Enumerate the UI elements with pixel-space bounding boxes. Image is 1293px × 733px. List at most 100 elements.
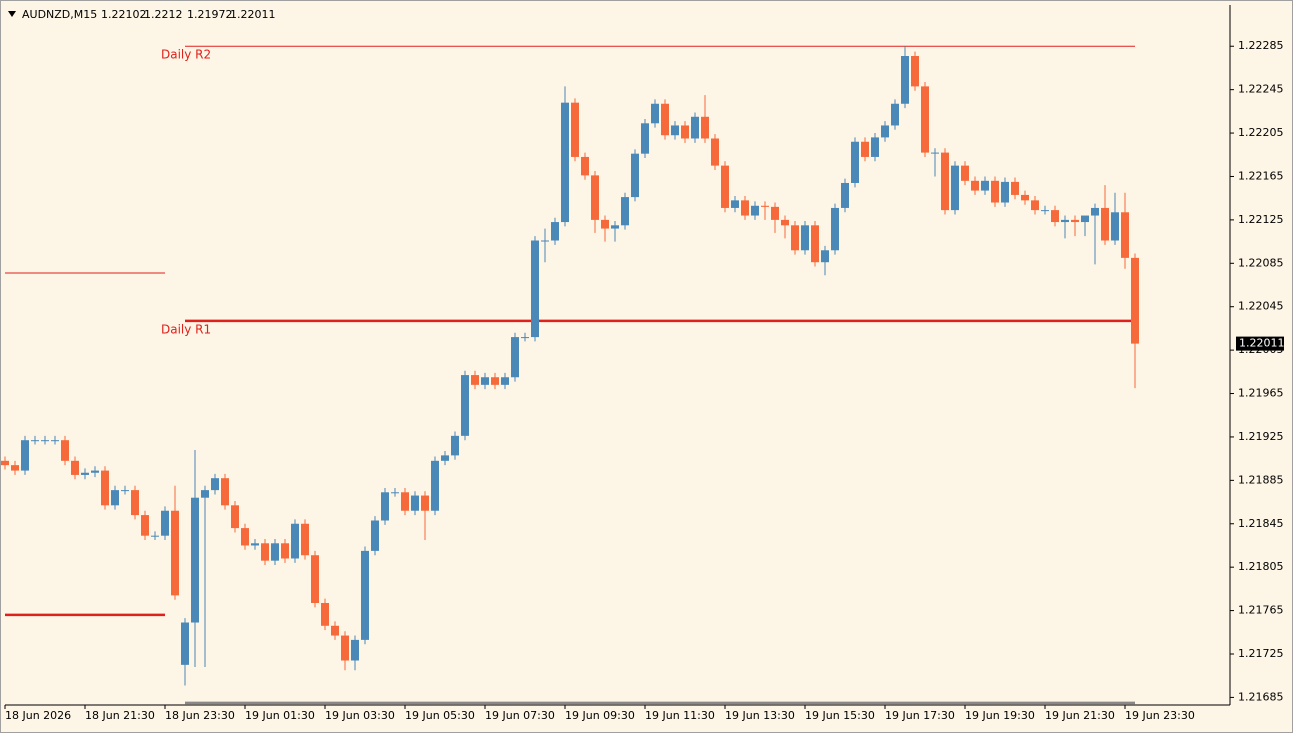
open-readout: 1.22102 bbox=[101, 8, 147, 21]
candle-body bbox=[331, 625, 339, 636]
candle-body bbox=[1011, 181, 1019, 195]
candle-body bbox=[521, 337, 529, 339]
y-tick-label: 1.22045 bbox=[1238, 300, 1284, 313]
y-tick-label: 1.21805 bbox=[1238, 560, 1284, 573]
candle-body bbox=[21, 440, 29, 471]
y-tick-label: 1.21965 bbox=[1238, 387, 1284, 400]
candle-body bbox=[221, 478, 229, 506]
candle-body bbox=[401, 492, 409, 511]
candle-body bbox=[691, 116, 699, 139]
candle-body bbox=[1101, 207, 1109, 241]
candle-body bbox=[91, 470, 99, 473]
candle-body bbox=[871, 137, 879, 157]
x-tick-label: 19 Jun 11:30 bbox=[645, 709, 715, 722]
x-tick-label: 19 Jun 21:30 bbox=[1045, 709, 1115, 722]
candle-body bbox=[911, 56, 919, 87]
candle-body bbox=[241, 528, 249, 546]
x-tick-label: 18 Jun 2026 bbox=[5, 709, 71, 722]
candle-body bbox=[721, 165, 729, 208]
candle-body bbox=[571, 102, 579, 157]
candle-body bbox=[341, 635, 349, 661]
candle-body bbox=[1051, 210, 1059, 223]
candle-body bbox=[961, 165, 969, 181]
candle-body bbox=[551, 222, 559, 241]
symbol: AUDNZD,M15 bbox=[22, 8, 97, 21]
y-tick-label: 1.22285 bbox=[1238, 39, 1284, 52]
candle-body bbox=[1001, 181, 1009, 203]
candle-body bbox=[831, 207, 839, 251]
candle-body bbox=[121, 490, 129, 492]
candle-body bbox=[361, 550, 369, 640]
candle-body bbox=[861, 141, 869, 157]
y-tick-label: 1.21925 bbox=[1238, 430, 1284, 443]
candle-body bbox=[1071, 219, 1079, 223]
candle-body bbox=[321, 602, 329, 626]
candle-body bbox=[1021, 194, 1029, 201]
x-tick-label: 19 Jun 19:30 bbox=[965, 709, 1035, 722]
candle-body bbox=[611, 225, 619, 229]
x-tick-label: 19 Jun 23:30 bbox=[1125, 709, 1195, 722]
candle-body bbox=[671, 125, 679, 136]
candle-body bbox=[751, 205, 759, 216]
candle-body bbox=[0, 460, 9, 466]
x-tick-label: 19 Jun 01:30 bbox=[245, 709, 315, 722]
candle-body bbox=[801, 225, 809, 251]
candle-body bbox=[991, 180, 999, 203]
candle-body bbox=[461, 375, 469, 436]
candle-body bbox=[651, 103, 659, 124]
candle-body bbox=[191, 497, 199, 623]
candle-body bbox=[661, 103, 669, 136]
candle-body bbox=[621, 197, 629, 226]
y-tick-label: 1.22165 bbox=[1238, 169, 1284, 182]
candle-body bbox=[81, 472, 89, 475]
candle-body bbox=[171, 510, 179, 596]
candle-body bbox=[41, 440, 49, 442]
candle-body bbox=[351, 639, 359, 661]
x-tick-label: 19 Jun 13:30 bbox=[725, 709, 795, 722]
candle-body bbox=[791, 225, 799, 251]
candle-body bbox=[851, 141, 859, 183]
x-tick-label: 18 Jun 23:30 bbox=[165, 709, 235, 722]
x-tick-label: 19 Jun 05:30 bbox=[405, 709, 475, 722]
candle-body bbox=[821, 250, 829, 263]
y-tick-label: 1.22085 bbox=[1238, 256, 1284, 269]
candle-body bbox=[261, 543, 269, 561]
candle-body bbox=[541, 240, 549, 242]
candle-body bbox=[711, 138, 719, 166]
candle-body bbox=[481, 377, 489, 385]
candle-body bbox=[141, 515, 149, 536]
candle-body bbox=[931, 152, 939, 154]
candle-body bbox=[371, 520, 379, 551]
y-tick-label: 1.21765 bbox=[1238, 604, 1284, 617]
candle-body bbox=[1131, 257, 1139, 344]
candle-body bbox=[1111, 212, 1119, 241]
candle-body bbox=[901, 56, 909, 104]
candle-body bbox=[111, 490, 119, 506]
candle-body bbox=[411, 495, 419, 511]
candle-body bbox=[631, 153, 639, 198]
x-tick-label: 18 Jun 21:30 bbox=[85, 709, 155, 722]
candle-body bbox=[1031, 200, 1039, 211]
candle-body bbox=[971, 180, 979, 191]
candle-body bbox=[471, 375, 479, 385]
candle-body bbox=[731, 200, 739, 208]
candle-body bbox=[61, 440, 69, 461]
x-tick-label: 19 Jun 17:30 bbox=[885, 709, 955, 722]
candle-body bbox=[231, 505, 239, 529]
candle-body bbox=[641, 123, 649, 154]
candle-body bbox=[1061, 219, 1069, 223]
candle-body bbox=[301, 523, 309, 556]
candle-body bbox=[271, 543, 279, 561]
candle-body bbox=[1041, 210, 1049, 212]
candle-body bbox=[11, 465, 19, 471]
high-readout: 1.2212 bbox=[144, 8, 183, 21]
candle-body bbox=[951, 165, 959, 211]
y-tick-label: 1.21885 bbox=[1238, 473, 1284, 486]
candle-body bbox=[891, 103, 899, 126]
candle-body bbox=[591, 175, 599, 220]
menu-arrow[interactable] bbox=[8, 11, 16, 17]
candle-body bbox=[941, 152, 949, 211]
candle-body bbox=[501, 377, 509, 385]
y-tick-label: 1.21845 bbox=[1238, 517, 1284, 530]
